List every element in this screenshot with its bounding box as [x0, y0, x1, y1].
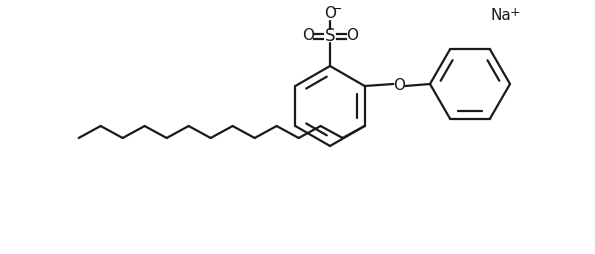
Text: −: − [332, 3, 342, 15]
Text: S: S [325, 27, 335, 45]
Text: O: O [324, 7, 336, 22]
Text: O: O [346, 28, 358, 43]
Text: O: O [393, 77, 405, 92]
Text: Na: Na [490, 8, 511, 24]
Text: +: + [510, 6, 521, 19]
Text: O: O [302, 28, 314, 43]
